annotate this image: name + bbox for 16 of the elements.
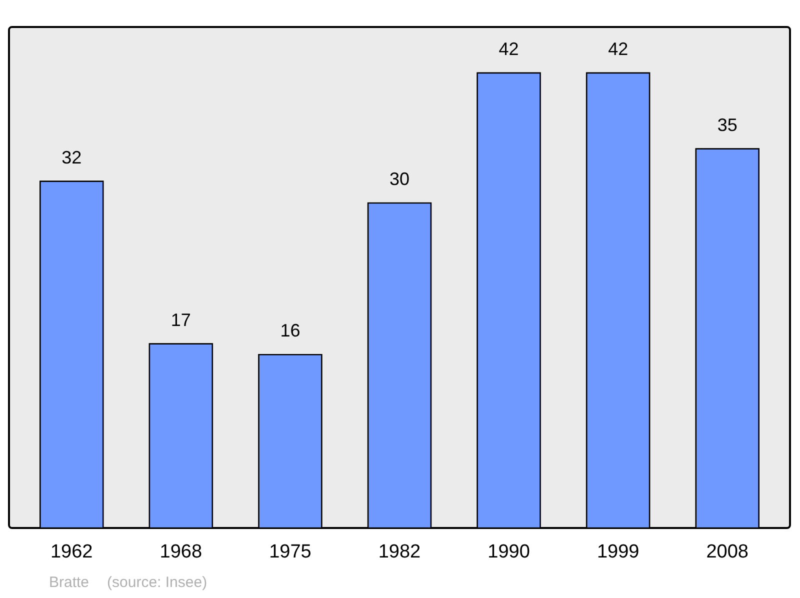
data-label: 35 [717,114,738,135]
data-label: 17 [170,310,191,330]
x-tick-label: 1962 [50,542,93,562]
data-label: 30 [389,168,410,189]
data-label: 42 [498,38,519,59]
x-tick-label: 1999 [596,542,640,562]
text: (source: Insee) [107,574,208,591]
text: Bratte [49,574,90,591]
x-tick-label: 1990 [488,542,530,562]
x-tick-label: 1982 [378,542,421,562]
x-tick-label: 1975 [269,542,312,562]
data-label: 42 [608,38,628,59]
data-label: 32 [62,147,82,168]
x-tick-label: 2008 [706,542,749,562]
x-tick-label: 1968 [160,542,202,562]
data-label: 16 [280,320,300,341]
